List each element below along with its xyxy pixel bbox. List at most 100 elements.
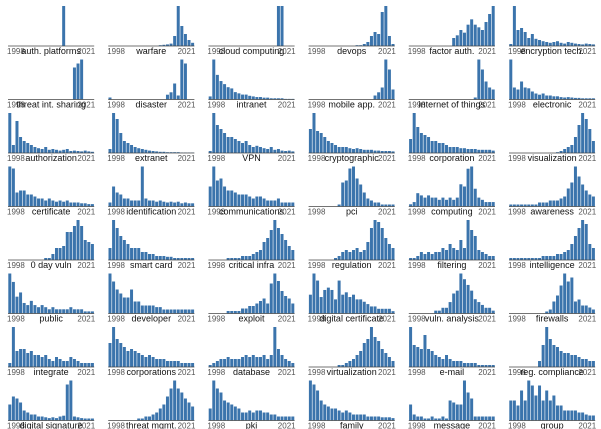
x-tick-label: 1998	[308, 47, 326, 56]
bar	[33, 305, 37, 314]
bar	[122, 240, 126, 260]
bar	[276, 149, 280, 153]
bar	[115, 192, 119, 207]
bar	[555, 347, 559, 367]
bar	[15, 351, 19, 367]
panel-label: disaster	[136, 100, 168, 110]
bar	[462, 363, 466, 367]
bar	[477, 365, 481, 367]
bar	[212, 166, 216, 207]
bar	[573, 137, 577, 153]
bar	[488, 307, 492, 314]
bar	[369, 416, 373, 421]
bar	[466, 284, 470, 314]
bar	[122, 297, 126, 314]
bar	[488, 416, 492, 421]
bar	[555, 405, 559, 421]
bar	[187, 363, 191, 367]
panel: 1998 2021 awareness	[508, 166, 597, 217]
bar	[566, 250, 570, 260]
bar	[452, 147, 456, 153]
bar	[380, 228, 384, 260]
bar	[559, 405, 563, 421]
bar	[455, 197, 459, 207]
bar	[266, 238, 270, 260]
bar	[219, 178, 223, 207]
bar	[173, 380, 177, 421]
bar	[588, 244, 592, 260]
bar	[470, 149, 474, 153]
bar	[133, 147, 137, 153]
bar	[584, 359, 588, 367]
bar	[570, 42, 574, 46]
bar	[151, 151, 155, 153]
bar	[169, 388, 173, 421]
bar	[269, 283, 273, 314]
bar	[183, 202, 187, 207]
bar	[115, 119, 119, 153]
x-tick-label: 2021	[77, 208, 95, 217]
bar	[455, 147, 459, 153]
bar	[255, 145, 259, 153]
bar	[183, 398, 187, 421]
bar	[144, 305, 148, 314]
bar	[548, 200, 552, 207]
bar	[552, 96, 556, 100]
panel: 1998 2021 firewalls	[508, 273, 597, 324]
bar	[191, 203, 195, 207]
bar	[584, 224, 588, 260]
bar	[273, 149, 277, 153]
bar	[26, 412, 30, 421]
bar	[208, 408, 212, 421]
bar	[291, 151, 295, 153]
panel-label: pci	[346, 207, 358, 217]
bar	[108, 202, 112, 207]
panel-label: authorization	[25, 153, 77, 163]
bar	[369, 327, 373, 367]
bar	[584, 305, 588, 314]
bar	[137, 200, 141, 207]
bar	[352, 250, 355, 260]
bar	[115, 228, 119, 260]
bar	[241, 357, 245, 367]
bar	[427, 349, 431, 367]
bar	[566, 97, 570, 100]
bar	[423, 197, 427, 207]
panel-label: corporations	[127, 367, 177, 377]
bar	[559, 351, 563, 367]
bar	[491, 416, 495, 421]
bar	[362, 414, 366, 421]
bar	[248, 410, 252, 421]
bar	[459, 148, 463, 153]
bar	[112, 327, 116, 367]
bar	[380, 87, 384, 100]
bar	[588, 44, 592, 46]
bar	[523, 87, 527, 100]
bar	[323, 404, 327, 421]
bar	[373, 150, 377, 153]
panel-label: digital certificate	[319, 314, 384, 324]
bar	[76, 202, 80, 207]
bar	[162, 44, 166, 46]
panel-label: threat mgmt.	[126, 421, 177, 429]
panel-label: pki	[246, 421, 258, 429]
bar	[359, 414, 363, 421]
bar	[491, 6, 495, 46]
bar	[115, 289, 119, 314]
bar	[169, 92, 173, 100]
bar	[566, 353, 570, 367]
bar	[44, 258, 48, 260]
panel: 1998 2021 family	[308, 380, 396, 429]
bar	[448, 400, 452, 421]
bar	[538, 385, 542, 421]
x-tick-label: 2021	[578, 154, 596, 163]
bar	[377, 416, 381, 421]
bar	[262, 355, 266, 367]
bar	[291, 202, 295, 207]
bar	[477, 149, 481, 153]
panel: 1998 2021 extranet	[107, 113, 196, 163]
